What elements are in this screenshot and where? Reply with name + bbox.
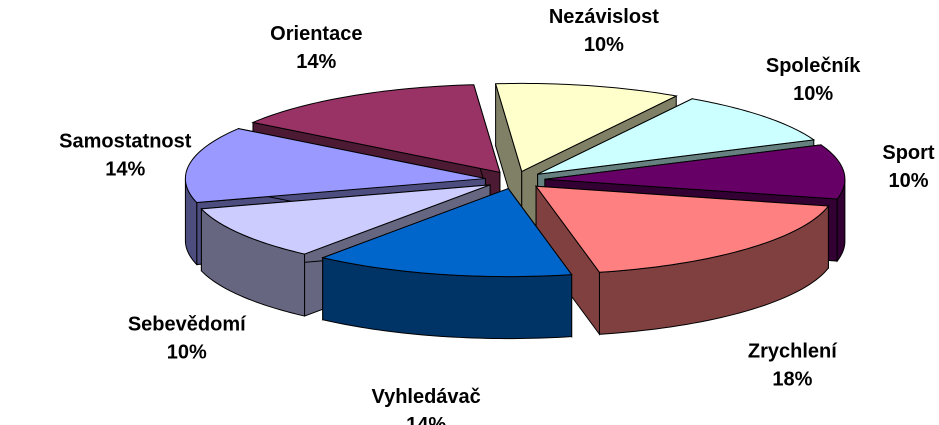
- slice-label: Vyhledávač: [371, 386, 480, 408]
- slice-label: Sport: [882, 142, 935, 164]
- slice: [494, 82, 678, 173]
- slice: [537, 98, 816, 175]
- value-label: 14%: [296, 51, 336, 73]
- value-label: 10%: [793, 83, 833, 105]
- slice-label: Sebevědomí: [128, 314, 247, 336]
- slice-label: Nezávislost: [549, 6, 659, 28]
- slice-label: Orientace: [270, 23, 362, 45]
- slice-label: Společník: [766, 55, 861, 77]
- slice: [184, 128, 486, 204]
- slice: [200, 184, 491, 255]
- slice: [535, 185, 830, 273]
- slice-label: Zrychlení: [748, 340, 838, 362]
- value-label: 14%: [105, 158, 145, 180]
- value-label: 14%: [406, 414, 446, 425]
- slice: [251, 84, 501, 174]
- slice: [320, 187, 573, 278]
- value-label: 10%: [167, 342, 207, 364]
- value-label: 10%: [888, 170, 928, 192]
- value-label: 10%: [584, 34, 624, 56]
- slice: [544, 144, 846, 200]
- slice-label: Samostatnost: [59, 130, 192, 152]
- value-label: 18%: [772, 368, 812, 390]
